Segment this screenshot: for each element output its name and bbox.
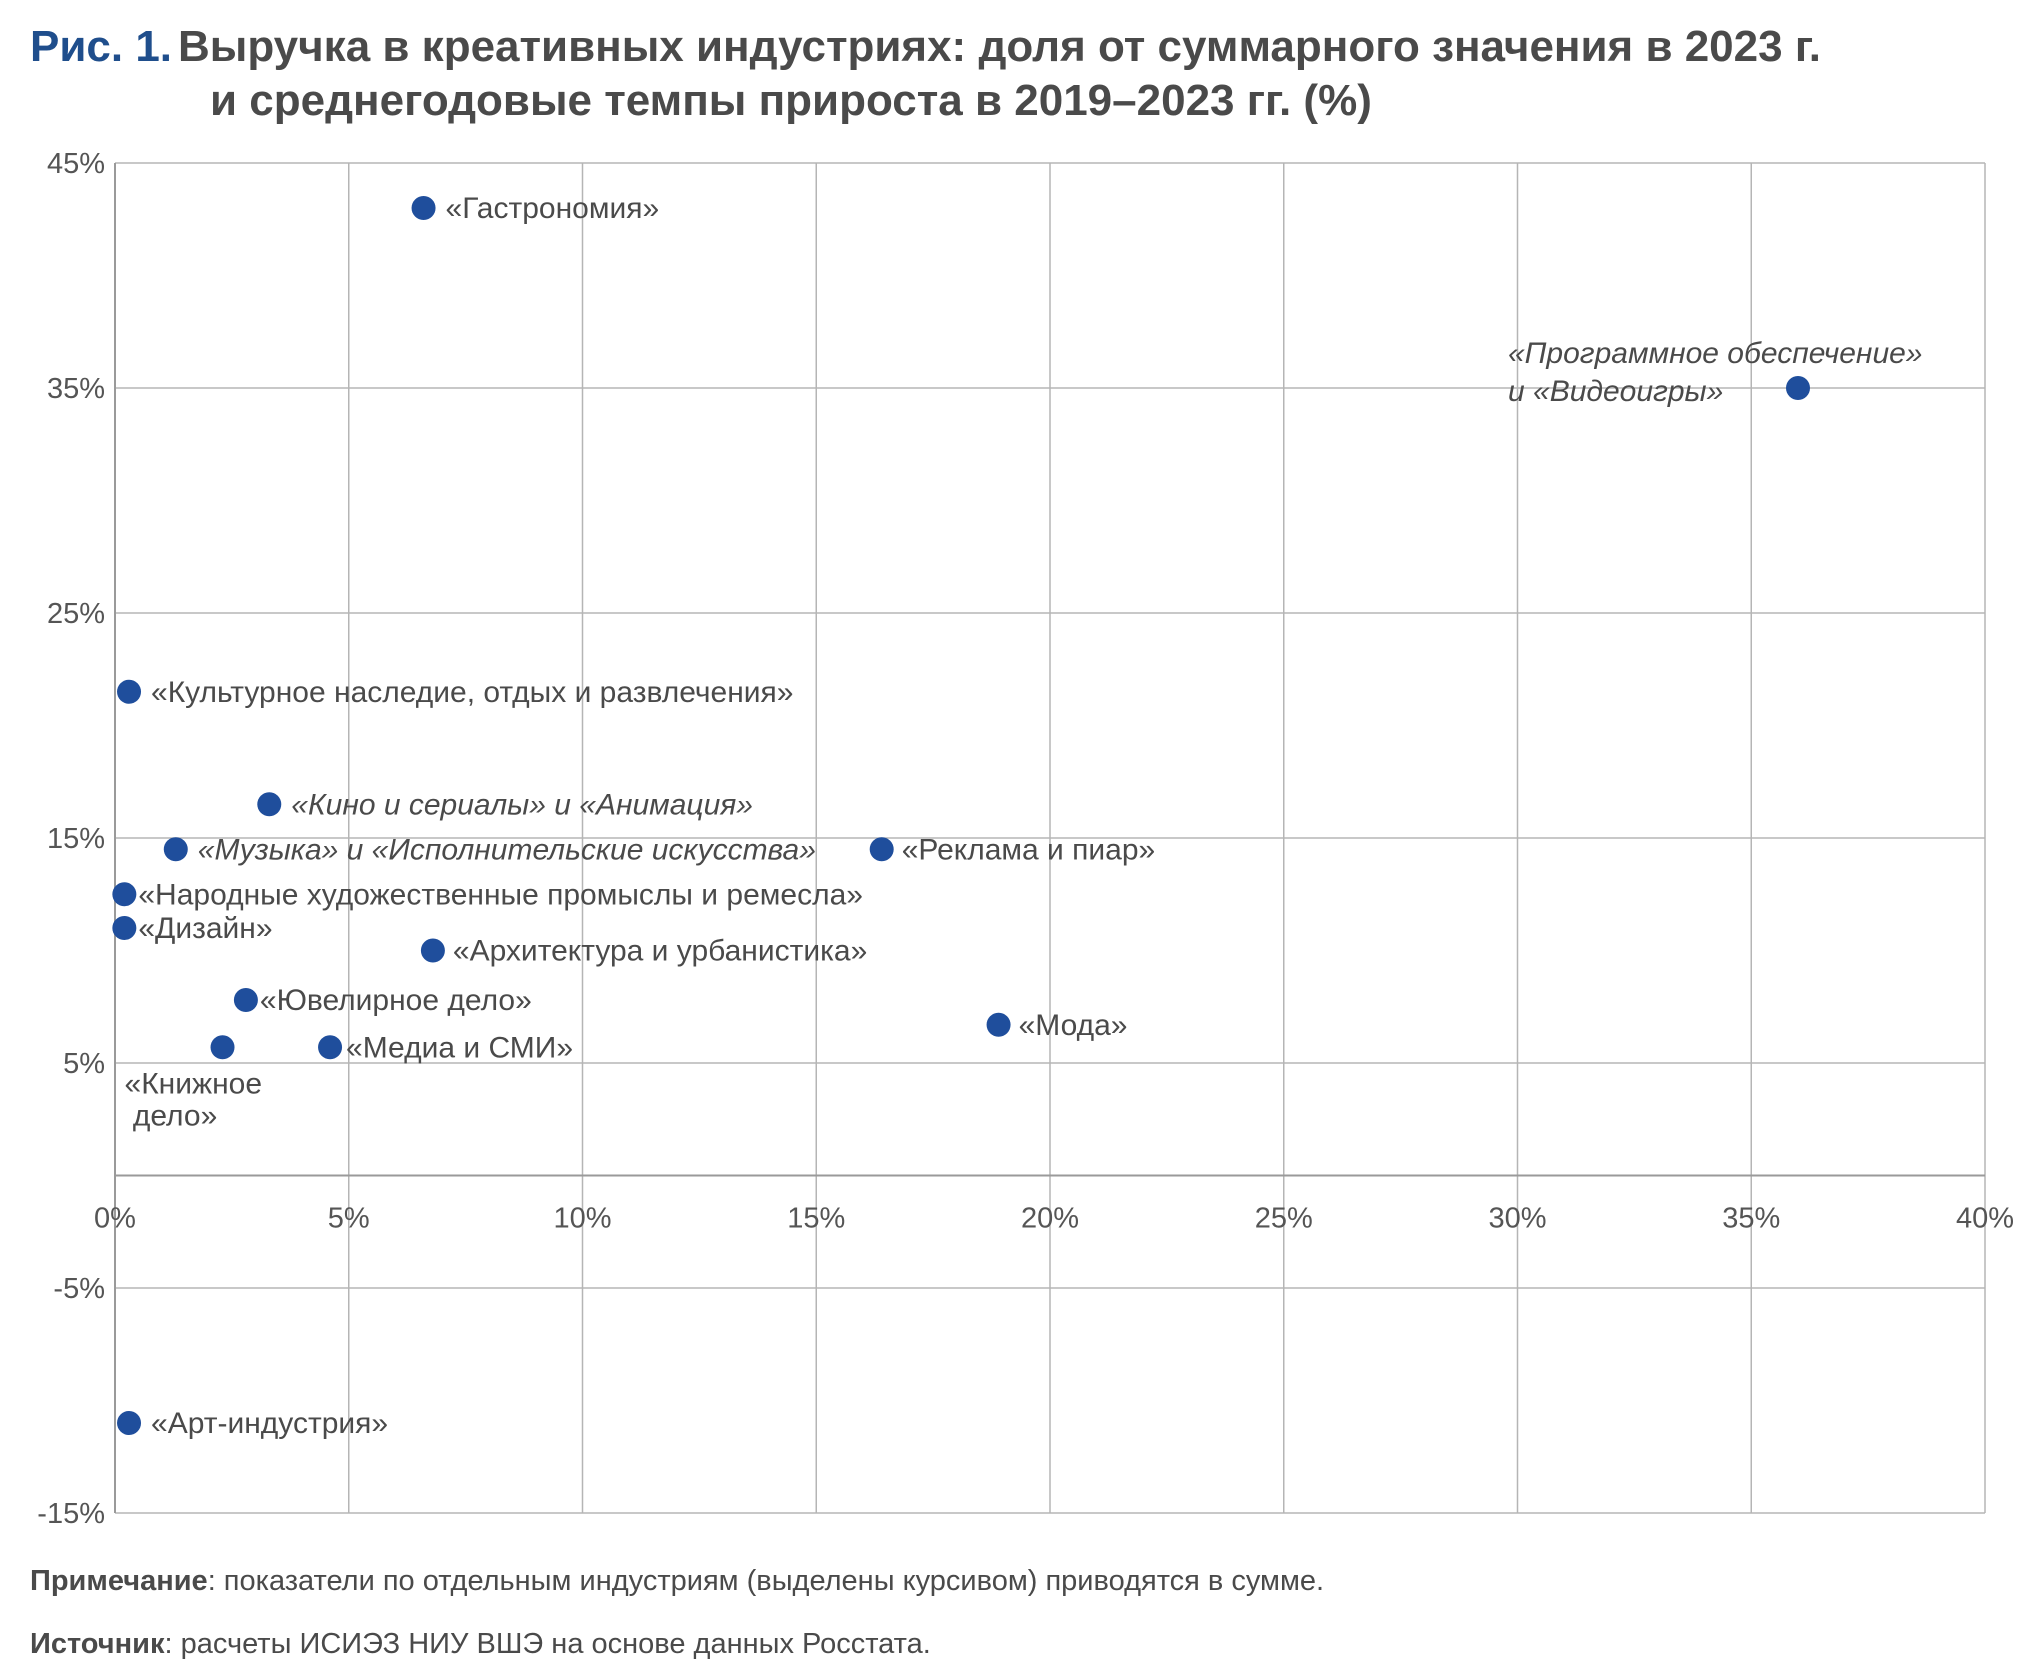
y-tick-label: 5% (63, 1048, 105, 1080)
x-tick-label: 30% (1488, 1203, 1546, 1235)
point-label: «Музыка» и «Исполнительские искусства» (198, 833, 816, 866)
point-label-line: «Книжное (125, 1067, 263, 1100)
source-label: Источник (30, 1628, 165, 1660)
point-label: «Медиа и СМИ» (346, 1031, 573, 1064)
point-label: «Культурное наследие, отдых и развлечени… (151, 676, 793, 709)
data-point (257, 792, 282, 817)
grid (114, 162, 1986, 1514)
point-label: «Арт-индустрия» (151, 1407, 388, 1440)
note: Примечание: показатели по отдельным инду… (30, 1565, 1324, 1598)
title-line-2: и среднегодовые темпы прироста в 2019–20… (210, 76, 1372, 125)
point-label: «Гастрономия» (446, 192, 660, 225)
data-points: «Гастрономия» «Программное обеспечение» и … (112, 192, 1923, 1440)
x-tick-label: 20% (1021, 1203, 1079, 1235)
data-point (233, 988, 258, 1012)
point-label: «Мода» (1019, 1009, 1128, 1042)
point-label-line: «Программное обеспечение» (1508, 337, 1923, 370)
note-label: Примечание (30, 1565, 208, 1597)
x-tick-label: 15% (787, 1203, 845, 1235)
point-label: «Программное обеспечение» и «Видеоигры» (1508, 337, 1923, 408)
x-tick-label: 25% (1255, 1203, 1313, 1235)
data-point (210, 1035, 235, 1060)
x-tick-label: 0% (94, 1203, 136, 1235)
title-text-1: Выручка в креативных индустриях: доля от… (178, 22, 1821, 71)
point-label-line: дело» (125, 1099, 218, 1132)
data-point (318, 1035, 343, 1060)
title-line-1: Рис. 1. Выручка в креативных индустриях: … (30, 20, 1990, 74)
figure-number: Рис. 1. (30, 22, 173, 71)
source: Источник: расчеты ИСИЭЗ НИУ ВШЭ на основ… (30, 1628, 931, 1661)
y-tick-label: 15% (47, 823, 105, 855)
axis-tick-labels: 0% 5% 10% 15% 20% 25% 30% 35% 40% -15% -5% 5% 15% 25%… (37, 148, 2014, 1530)
scatter-chart: 0% 5% 10% 15% 20% 25% 30% 35% 40% -15% -5% 5% 15% 25%… (37, 148, 2014, 1530)
y-tick-label: -5% (53, 1273, 105, 1305)
data-point (117, 1411, 142, 1435)
chart-title: Рис. 1. Выручка в креативных индустриях: … (30, 20, 1990, 128)
data-point (163, 837, 188, 862)
y-tick-label: 25% (47, 598, 105, 630)
point-label: «Кино и сериалы» и «Анимация» (291, 788, 753, 821)
x-tick-label: 40% (1956, 1203, 2014, 1235)
data-point (1786, 376, 1810, 400)
data-point (112, 916, 137, 940)
point-label: «Народные художественные промыслы и реме… (138, 878, 863, 911)
x-tick-label: 5% (328, 1203, 370, 1235)
point-label-line: и «Видеоигры» (1508, 375, 1723, 408)
point-label: «Книжное дело» (125, 1067, 263, 1132)
data-point (869, 837, 894, 862)
y-tick-label: -15% (37, 1498, 105, 1530)
data-point (411, 196, 436, 220)
point-label: «Ювелирное дело» (260, 984, 532, 1017)
y-tick-label: 35% (47, 373, 105, 405)
source-text: : расчеты ИСИЭЗ НИУ ВШЭ на основе данных… (164, 1628, 931, 1660)
point-label: «Архитектура и урбанистика» (453, 935, 867, 968)
data-point (112, 882, 137, 907)
point-label: «Реклама и пиар» (902, 833, 1156, 866)
y-tick-label: 45% (47, 148, 105, 180)
data-point (117, 679, 142, 704)
note-text: : показатели по отдельным индустриям (вы… (207, 1565, 1325, 1597)
x-tick-label: 35% (1722, 1203, 1780, 1235)
point-label: «Дизайн» (138, 912, 272, 945)
data-point (986, 1012, 1011, 1037)
x-tick-label: 10% (553, 1203, 611, 1235)
data-point (420, 938, 445, 963)
